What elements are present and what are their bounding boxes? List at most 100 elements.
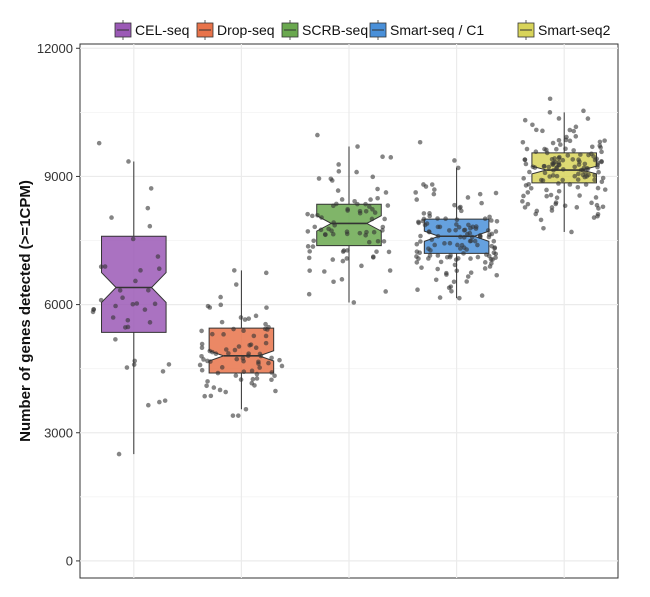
- data-point: [147, 223, 153, 229]
- data-point: [113, 303, 118, 309]
- data-point: [339, 277, 345, 282]
- data-point: [130, 301, 136, 307]
- y-axis: 0 3000 6000 9000 12000: [37, 41, 80, 568]
- data-point: [253, 345, 259, 351]
- data-point: [269, 370, 275, 375]
- data-point: [459, 242, 465, 248]
- data-point: [254, 376, 260, 381]
- data-point: [233, 282, 239, 287]
- data-point: [375, 195, 380, 201]
- data-point: [279, 363, 285, 369]
- data-point: [367, 204, 372, 209]
- data-point: [584, 166, 590, 171]
- box-cel-seq: [101, 235, 167, 333]
- data-point: [385, 203, 391, 208]
- data-point: [592, 173, 597, 178]
- data-point: [277, 357, 282, 363]
- data-point: [550, 140, 556, 146]
- data-point: [597, 139, 603, 145]
- data-point: [432, 187, 437, 192]
- data-point: [242, 317, 248, 322]
- data-point: [466, 222, 471, 228]
- data-point: [540, 178, 546, 183]
- data-point: [487, 214, 492, 220]
- data-point: [241, 369, 247, 374]
- data-point: [526, 181, 532, 187]
- data-point: [444, 270, 449, 276]
- data-point: [117, 288, 123, 293]
- data-point: [130, 236, 136, 242]
- data-point: [246, 316, 252, 321]
- data-point: [219, 365, 225, 370]
- data-point: [355, 201, 360, 207]
- data-point: [197, 362, 203, 368]
- data-point: [330, 257, 336, 262]
- data-point: [574, 205, 580, 210]
- data-point: [596, 169, 601, 175]
- data-point: [444, 254, 450, 260]
- data-point: [146, 402, 151, 408]
- data-point: [452, 158, 457, 163]
- data-point: [447, 240, 453, 246]
- data-point: [223, 389, 228, 395]
- data-point: [388, 155, 394, 160]
- data-point: [557, 154, 562, 160]
- data-point: [329, 178, 335, 183]
- data-point: [600, 204, 606, 210]
- data-point: [199, 341, 205, 347]
- data-point: [491, 238, 497, 244]
- data-point: [468, 256, 473, 261]
- data-point: [443, 216, 448, 222]
- data-point: [525, 201, 531, 207]
- data-point: [414, 197, 420, 202]
- data-point: [202, 393, 207, 399]
- data-point: [232, 347, 238, 353]
- data-point: [468, 270, 474, 275]
- data-point: [418, 233, 423, 239]
- data-point: [571, 148, 576, 153]
- data-point: [145, 205, 151, 211]
- data-point: [427, 253, 433, 258]
- data-point: [595, 164, 600, 170]
- data-point: [310, 244, 316, 249]
- data-point: [455, 242, 460, 248]
- data-point: [583, 182, 589, 187]
- y-tick-label: 12000: [37, 41, 73, 56]
- data-point: [351, 300, 357, 305]
- data-point: [457, 295, 462, 301]
- y-axis-title: Number of genes detected (>=1CPM): [17, 180, 34, 442]
- data-point: [467, 238, 473, 244]
- data-point: [595, 160, 601, 166]
- data-point: [234, 356, 240, 362]
- data-point: [522, 117, 528, 123]
- data-point: [363, 201, 368, 207]
- data-point: [380, 154, 385, 159]
- data-point: [564, 134, 569, 140]
- data-point: [578, 167, 584, 173]
- data-point: [344, 229, 350, 235]
- data-point: [554, 146, 559, 152]
- data-point: [592, 177, 597, 183]
- data-point: [599, 159, 604, 164]
- data-point: [374, 249, 379, 254]
- data-point: [544, 150, 550, 156]
- legend-label: SCRB-seq: [302, 22, 368, 38]
- data-point: [414, 260, 420, 265]
- data-point: [375, 238, 381, 244]
- data-point: [569, 229, 574, 235]
- data-point: [414, 241, 420, 247]
- data-point: [98, 297, 104, 303]
- data-point: [489, 243, 495, 249]
- data-point: [305, 229, 311, 234]
- data-point: [575, 177, 581, 182]
- data-point: [567, 127, 573, 133]
- data-point: [336, 162, 341, 167]
- data-point: [315, 212, 320, 218]
- data-point: [156, 266, 162, 272]
- data-point: [599, 149, 604, 155]
- data-point: [563, 146, 568, 152]
- data-point: [542, 146, 547, 152]
- data-point: [547, 96, 553, 102]
- data-point: [305, 211, 310, 217]
- data-point: [602, 138, 607, 143]
